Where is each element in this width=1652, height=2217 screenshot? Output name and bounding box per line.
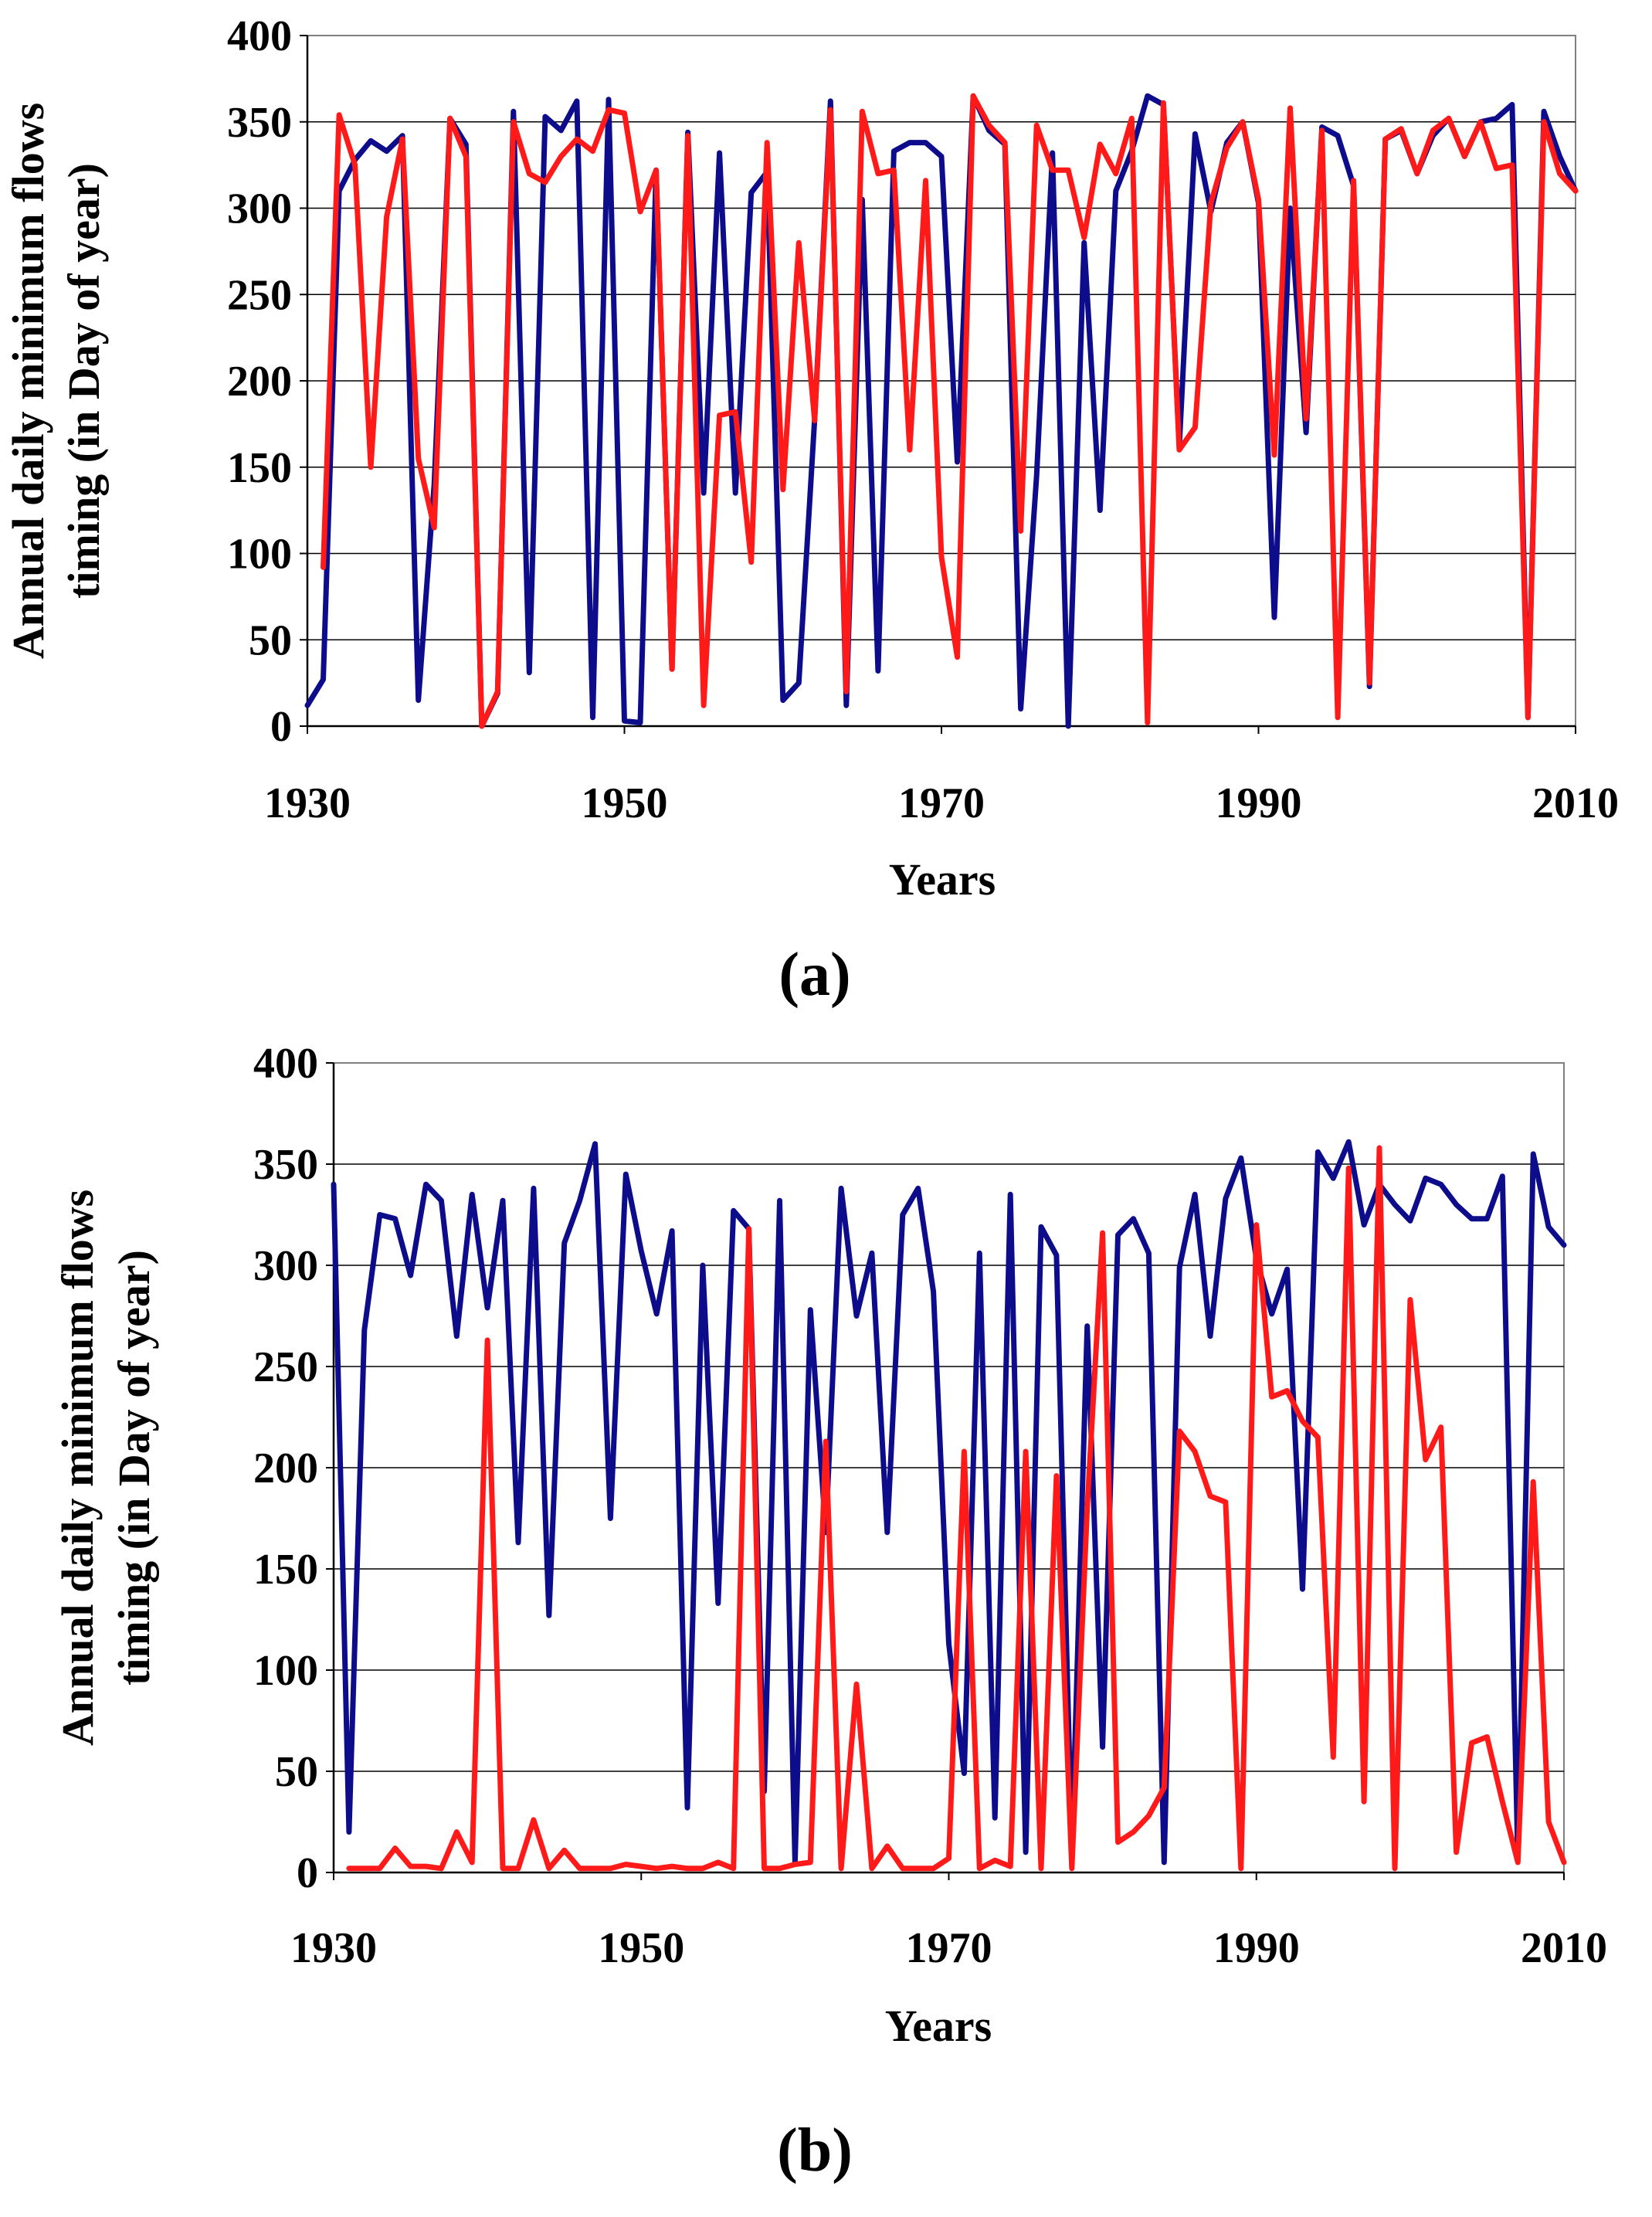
series-line-red xyxy=(346,1145,1567,1872)
y-tick-label: 150 xyxy=(227,444,292,492)
y-axis-label-a-line2: timing (in Day of year) xyxy=(59,163,109,599)
y-axis-label-b-line1: Annual daily minimum flows xyxy=(53,1190,103,1746)
x-tick-label: 1970 xyxy=(906,1924,992,1972)
y-tick-label: 400 xyxy=(227,12,292,60)
y-tick-label: 250 xyxy=(253,1343,318,1391)
series-line-blue xyxy=(331,1139,1567,1866)
y-tick-label: 400 xyxy=(253,1040,318,1088)
series-b xyxy=(331,1139,1567,1872)
x-tick-label: 2010 xyxy=(1532,779,1619,827)
chart-b: 0 50 100 150 200 250 300 350 400 1930 1950 1970 199… xyxy=(53,1040,1607,2185)
panel-label-a: (a) xyxy=(779,941,850,1009)
x-tick-label: 1950 xyxy=(598,1924,684,1972)
x-tick-label: 1970 xyxy=(898,779,985,827)
y-tick-label: 0 xyxy=(297,1849,318,1897)
y-tick-label: 250 xyxy=(227,271,292,319)
x-tick-label: 1990 xyxy=(1213,1924,1300,1972)
y-tick-label: 300 xyxy=(253,1242,318,1290)
series-line-red xyxy=(321,93,1579,729)
y-tick-label: 50 xyxy=(275,1748,318,1796)
series-a xyxy=(304,93,1579,729)
y-tick-label: 100 xyxy=(227,531,292,579)
y-tick-label: 350 xyxy=(253,1141,318,1189)
x-axis-label-a: Years xyxy=(889,854,996,905)
chart-a: 0 50 100 150 200 250 300 350 400 1930 1950 1970 199… xyxy=(3,12,1619,1009)
y-tick-labels-a: 0 50 100 150 200 250 300 350 400 xyxy=(227,12,292,751)
y-tick-label: 200 xyxy=(253,1445,318,1492)
y-tick-label: 100 xyxy=(253,1647,318,1695)
y-tick-labels-b: 0 50 100 150 200 250 300 350 400 xyxy=(253,1040,318,1897)
x-tick-label: 2010 xyxy=(1521,1924,1607,1972)
x-tick-label: 1930 xyxy=(264,779,351,827)
panel-label-b: (b) xyxy=(777,2117,853,2185)
y-axis-label-a-line1: Annual daily minimum flows xyxy=(3,103,53,659)
y-tick-label: 300 xyxy=(227,185,292,233)
x-axis-label-b: Years xyxy=(885,2001,992,2051)
y-tick-label: 200 xyxy=(227,358,292,406)
y-tick-label: 150 xyxy=(253,1546,318,1594)
x-tick-label: 1990 xyxy=(1216,779,1302,827)
x-tick-label: 1930 xyxy=(290,1924,377,1972)
y-tick-label: 0 xyxy=(270,703,292,751)
y-tick-label: 350 xyxy=(227,99,292,147)
x-tick-labels-b: 1930 1950 1970 1990 2010 xyxy=(290,1924,1607,1972)
x-tick-labels-a: 1930 1950 1970 1990 2010 xyxy=(264,779,1619,827)
y-axis-label-b-line2: timing (in Day of year) xyxy=(109,1250,159,1686)
y-tick-label: 50 xyxy=(249,616,292,664)
x-tick-label: 1950 xyxy=(582,779,668,827)
